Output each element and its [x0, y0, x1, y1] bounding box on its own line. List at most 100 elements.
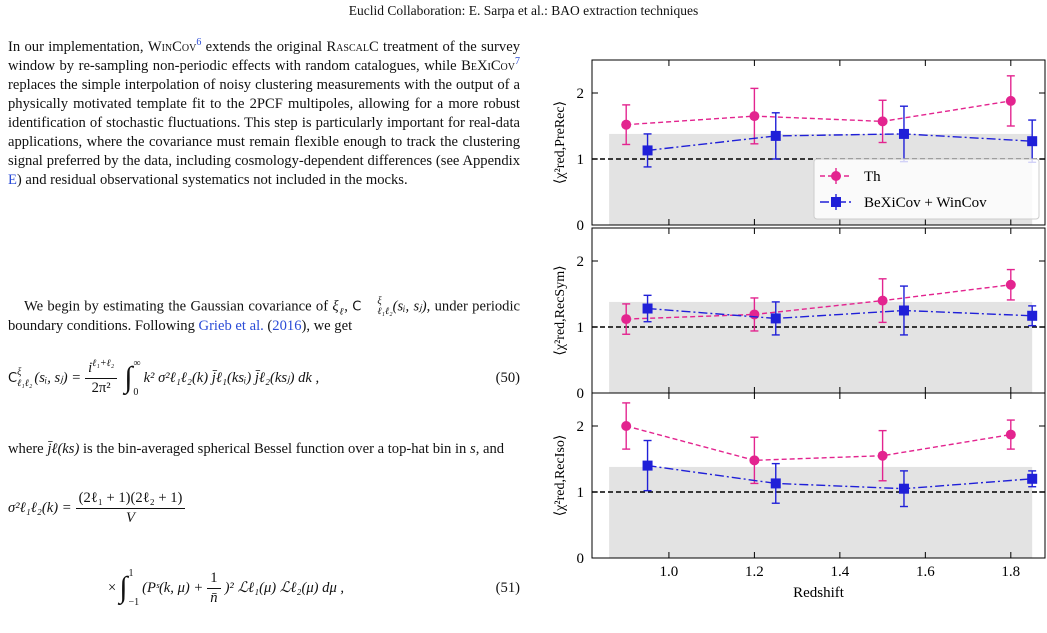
marker — [1005, 279, 1016, 290]
marker — [749, 111, 760, 122]
appendix-link[interactable]: E — [8, 172, 17, 188]
text: extends the original — [201, 39, 327, 55]
x-tick-label: 1.2 — [745, 564, 764, 580]
math: (sᵢ, sⱼ) = — [34, 370, 82, 386]
text: where — [8, 441, 48, 457]
math: × — [108, 579, 117, 596]
marker — [898, 483, 909, 494]
math: i — [88, 359, 93, 376]
math: k² σ²ℓ₁ℓ₂(k) j̄ℓ₁(ksᵢ) j̄ℓ₂(ksⱼ) dk , — [143, 370, 320, 386]
marker — [621, 421, 632, 431]
y-tick-label: 0 — [577, 386, 585, 402]
legend-label: Th — [864, 169, 881, 185]
paragraph: We begin by estimating the Gaussian cova… — [8, 297, 520, 336]
math: ℓ₁ℓ₂ — [17, 378, 33, 389]
marker — [898, 128, 909, 139]
integral: ∫ 1 −1 — [119, 568, 140, 608]
marker — [642, 145, 653, 156]
text: ) and residual observational systematics… — [16, 172, 408, 188]
equation: σ²ℓ₁ℓ₂(k) = (2ℓ₁ + 1)(2ℓ₂ + 1) V — [8, 490, 520, 527]
x-tick-label: 1.0 — [660, 564, 679, 580]
math: C — [352, 299, 362, 315]
figure: 0 1 2 ⟨χ²red,PreRec⟩ Th BeXiCov + WinCov 0 1 2 ⟨χ… — [553, 59, 1046, 601]
text: ( — [263, 318, 273, 334]
math: ξ — [377, 296, 382, 307]
math: V — [126, 510, 135, 526]
x-tick-label: 1.8 — [1001, 564, 1020, 580]
fraction: iℓ₁+ℓ₂ 2π² — [85, 357, 118, 397]
text: replaces the simple interpolation of noi… — [8, 77, 520, 169]
software-name: WinCov — [147, 39, 197, 55]
marker — [749, 455, 760, 466]
marker — [877, 295, 888, 306]
y-tick-label: 2 — [577, 254, 585, 270]
series-line — [647, 307, 1033, 320]
math: σ²ℓ₁ℓ₂(k) = — [8, 500, 72, 516]
y-tick-label: 2 — [577, 86, 585, 102]
math: ℓ — [338, 306, 345, 318]
x-tick-label: 1.4 — [830, 564, 849, 580]
text: is the bin-averaged spherical Bessel fun… — [79, 441, 470, 457]
marker — [770, 478, 781, 489]
paragraph: where j̄ℓ(ks) is the bin-averaged spheri… — [8, 440, 520, 459]
series-line — [647, 464, 1033, 490]
math: n̄ — [210, 589, 218, 606]
text: , under periodic boundary conditions. Fo… — [8, 298, 520, 334]
y-tick-label: 1 — [577, 152, 585, 168]
marker — [1005, 95, 1016, 106]
math: ℓ₁ℓ₂ — [377, 306, 393, 317]
series-line — [647, 133, 1033, 152]
axes-frame — [591, 392, 1046, 559]
series-line — [626, 100, 1011, 126]
marker — [898, 305, 909, 316]
fraction: (2ℓ₁ + 1)(2ℓ₂ + 1) V — [75, 490, 186, 527]
math: j̄ℓ(ks) — [47, 441, 80, 457]
paragraph: In our implementation, WinCov6 extends t… — [8, 38, 520, 190]
legend-marker — [831, 171, 841, 181]
math: ξ — [17, 367, 22, 378]
math: −1 — [128, 597, 140, 608]
footnote-ref[interactable]: 6 — [196, 37, 202, 49]
math: C — [8, 370, 18, 386]
x-axis-label: Redshift — [793, 585, 845, 601]
marker — [642, 460, 653, 471]
math: )² ℒℓ₁(μ) ℒℓ₂(μ) dμ , — [224, 580, 345, 596]
integral: ∫ ∞ 0 — [124, 358, 141, 398]
series-line — [626, 284, 1011, 320]
math: ξ — [332, 298, 339, 315]
citation[interactable]: Grieb et al. — [198, 318, 264, 334]
y-tick-label: 0 — [577, 218, 585, 234]
marker — [621, 119, 632, 130]
math: 2π² — [91, 379, 111, 396]
equation: × ∫ 1 −1 (Pˢ(k, μ) + 1 n̄ )² ℒℓ₁(μ) ℒℓ₂(μ) … — [8, 568, 520, 608]
math: (2ℓ₁ + 1)(2ℓ₂ + 1) — [75, 490, 186, 509]
software-name: RascalC — [326, 39, 379, 55]
y-tick-label: 2 — [577, 419, 585, 435]
math: 1 — [128, 568, 134, 579]
y-tick-label: 1 — [577, 485, 585, 501]
text: , — [344, 298, 353, 315]
marker — [877, 450, 888, 461]
text: In our implementation, — [8, 39, 148, 55]
text: We begin by estimating the Gaussian cova… — [24, 298, 333, 315]
software-name: BeXiCov — [461, 58, 515, 74]
text: , and — [475, 441, 505, 457]
math: 0 — [133, 387, 139, 398]
fraction: 1 n̄ — [207, 570, 221, 607]
series-line — [626, 425, 1011, 462]
text: ), we get — [301, 318, 353, 334]
shaded-region — [609, 466, 1033, 558]
math: 1 — [207, 570, 221, 589]
legend-box — [813, 158, 1040, 220]
marker — [642, 303, 653, 314]
footnote-ref[interactable]: 7 — [515, 56, 520, 68]
math: s — [470, 441, 476, 457]
citation-year[interactable]: 2016 — [272, 318, 302, 334]
legend-marker — [831, 197, 841, 207]
legend-label: BeXiCov + WinCov — [864, 195, 987, 211]
marker — [621, 314, 632, 325]
math: ℓ₁+ℓ₂ — [92, 357, 115, 369]
marker — [770, 313, 781, 324]
marker — [1027, 136, 1038, 147]
